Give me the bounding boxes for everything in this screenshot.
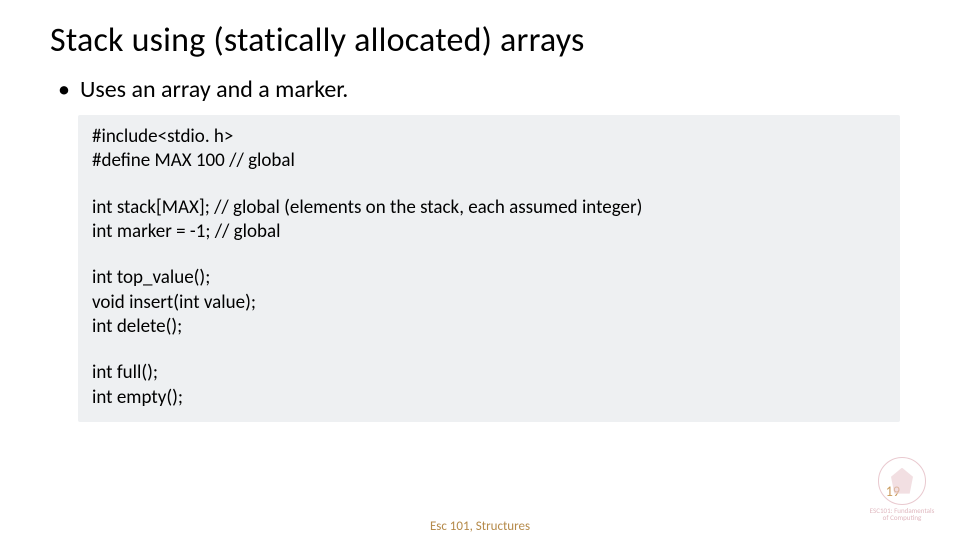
bullet-item: • Uses an array and a marker. [58, 75, 910, 105]
code-line: #define MAX 100 // global [92, 149, 886, 173]
footer-text: Esc 101, Structures [0, 519, 960, 534]
code-blank [92, 339, 886, 361]
logo-flame-icon [891, 468, 913, 494]
code-line: int top_value(); [92, 266, 886, 290]
code-line: int delete(); [92, 315, 886, 339]
slide: Stack using (statically allocated) array… [0, 0, 960, 540]
logo-caption-2: of Computing [866, 514, 938, 522]
code-blank [92, 174, 886, 196]
code-block: #include<stdio. h> #define MAX 100 // gl… [78, 115, 900, 422]
slide-title: Stack using (statically allocated) array… [50, 20, 910, 61]
bullet-text: Uses an array and a marker. [80, 75, 348, 105]
code-blank [92, 244, 886, 266]
code-line: int stack[MAX]; // global (elements on t… [92, 196, 886, 220]
code-line: int full(); [92, 361, 886, 385]
code-line: #include<stdio. h> [92, 125, 886, 149]
code-line: int empty(); [92, 386, 886, 410]
bullet-marker: • [58, 75, 70, 105]
code-line: void insert(int value); [92, 291, 886, 315]
logo: ESC101: Fundamentals of Computing [866, 457, 938, 522]
code-line: int marker = -1; // global [92, 220, 886, 244]
logo-seal-icon [878, 457, 926, 505]
